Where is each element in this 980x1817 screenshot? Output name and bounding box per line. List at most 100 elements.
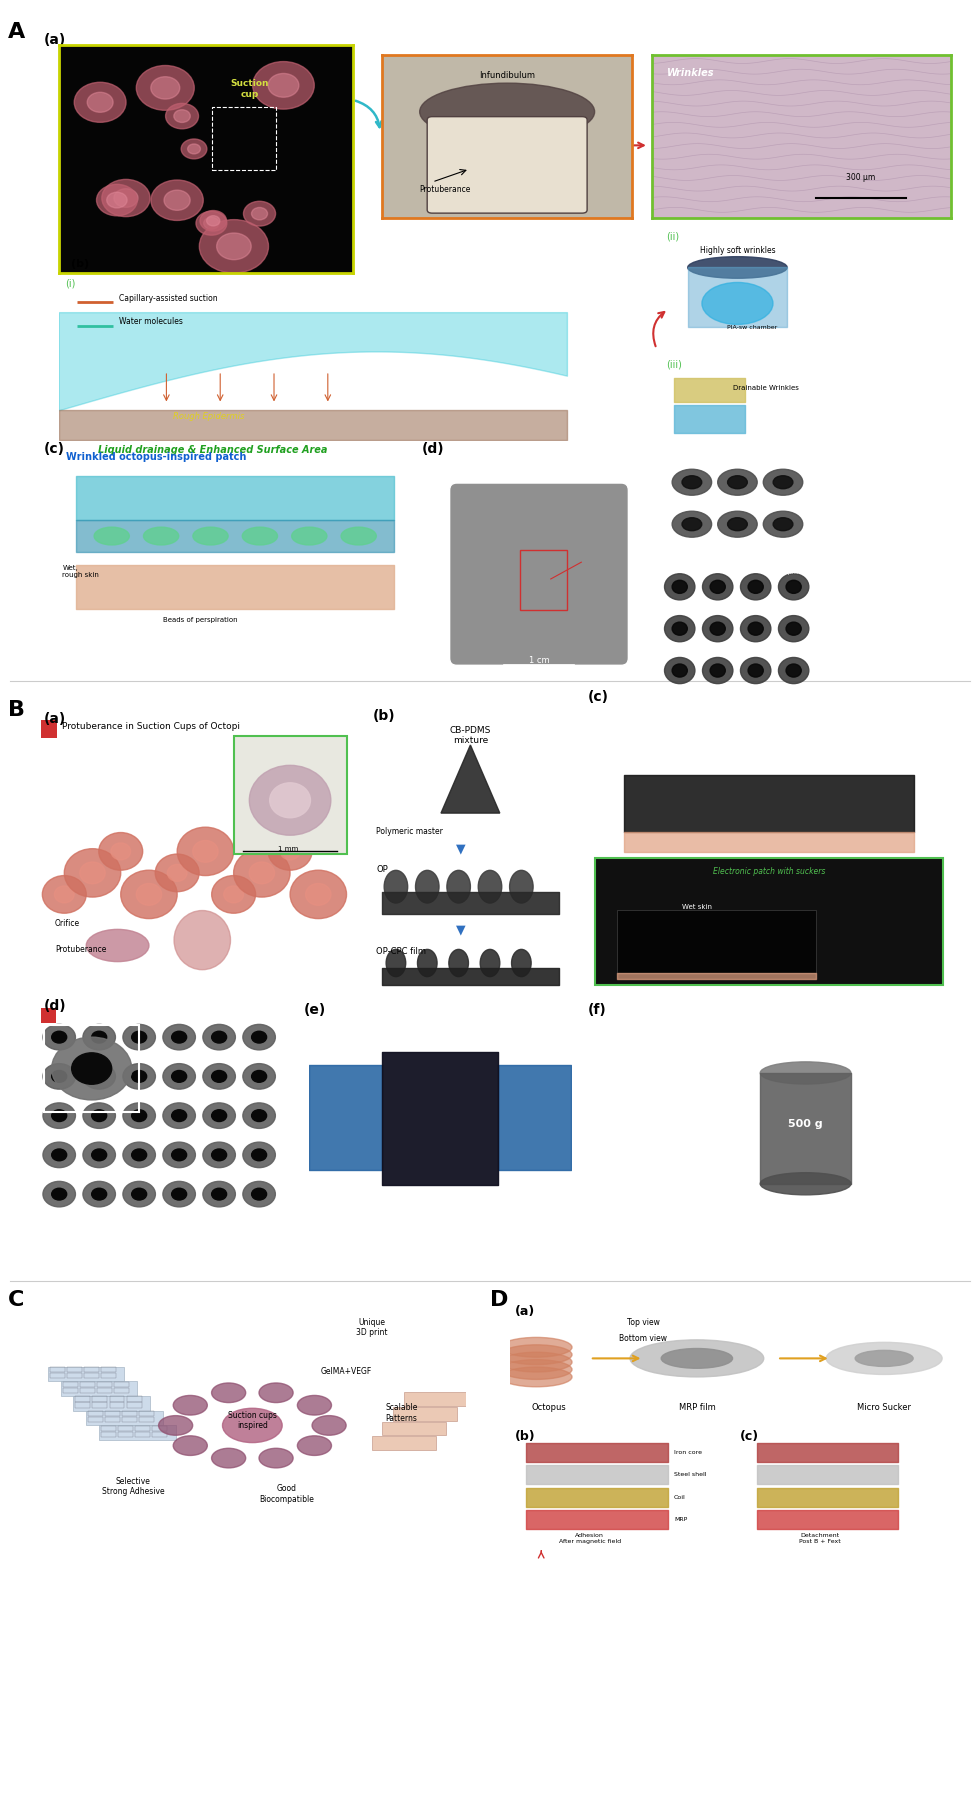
Circle shape [52,1032,67,1043]
Text: OP-CPC film: OP-CPC film [376,947,426,956]
Text: Electronic patch with suckers: Electronic patch with suckers [713,867,825,876]
FancyBboxPatch shape [99,1425,175,1441]
Circle shape [111,843,130,859]
Circle shape [163,1143,195,1168]
Circle shape [242,527,277,545]
Ellipse shape [760,1172,851,1196]
Text: Underwater adhesion: Underwater adhesion [788,1025,878,1034]
Text: Suction cups
inspired: Suction cups inspired [228,1410,276,1430]
Text: (a): (a) [44,712,67,727]
Circle shape [212,1148,226,1161]
Circle shape [199,220,269,273]
Circle shape [92,1110,107,1121]
Circle shape [778,658,808,683]
FancyBboxPatch shape [371,1437,436,1450]
Bar [135,1432,150,1437]
Text: 1 mm: 1 mm [278,847,299,852]
Circle shape [501,1345,572,1365]
Circle shape [52,1148,67,1161]
FancyBboxPatch shape [382,1421,446,1435]
Text: Top view: Top view [627,1317,660,1326]
Text: MRP film: MRP film [678,1403,715,1412]
Circle shape [136,65,194,111]
Text: 20 μm: 20 μm [778,571,799,574]
Circle shape [172,1032,186,1043]
Circle shape [131,1070,147,1083]
Circle shape [151,76,179,100]
Text: (a): (a) [44,33,67,47]
Text: B: B [8,700,24,720]
FancyBboxPatch shape [48,1366,124,1381]
Circle shape [151,180,203,220]
Bar [118,1426,133,1432]
Circle shape [501,1337,572,1357]
Bar [88,1412,103,1417]
Text: Adhesion
After magnetic field: Adhesion After magnetic field [559,1534,620,1544]
Circle shape [252,1032,267,1043]
Circle shape [164,191,190,211]
Text: 1 cm: 1 cm [528,656,550,665]
Text: Protuberance: Protuberance [55,945,106,954]
Circle shape [672,621,687,636]
Text: Polymeric master: Polymeric master [376,827,443,836]
Circle shape [72,1052,112,1085]
Circle shape [212,1110,226,1121]
Circle shape [243,1103,275,1128]
Circle shape [74,82,126,122]
Text: A: A [8,22,25,42]
Circle shape [270,783,311,818]
Circle shape [159,1415,193,1435]
Circle shape [83,1181,116,1206]
Text: Suction
cup: Suction cup [230,80,270,98]
Circle shape [664,574,695,600]
Circle shape [243,1025,275,1050]
Circle shape [83,1103,116,1128]
Circle shape [306,883,331,905]
Circle shape [786,621,802,636]
FancyBboxPatch shape [233,736,347,854]
Ellipse shape [702,282,773,325]
Bar [79,1381,95,1386]
Circle shape [212,1032,226,1043]
Circle shape [212,876,256,914]
Ellipse shape [174,910,230,970]
Circle shape [173,1435,208,1455]
Circle shape [92,1032,107,1043]
Circle shape [703,658,733,683]
Circle shape [292,527,327,545]
Circle shape [131,1148,147,1161]
FancyBboxPatch shape [404,1392,467,1406]
Circle shape [204,218,220,229]
Text: ▼: ▼ [456,841,466,856]
Circle shape [207,216,220,225]
Circle shape [703,574,733,600]
Bar [110,1403,124,1408]
Bar [67,1366,82,1372]
Circle shape [280,843,300,859]
Bar [63,1388,77,1394]
Circle shape [143,527,178,545]
Bar [84,1374,99,1379]
Text: (c): (c) [588,690,609,705]
Bar [92,1403,108,1408]
Circle shape [131,1188,147,1199]
Circle shape [55,887,74,903]
Text: (b): (b) [372,709,395,723]
Circle shape [99,832,143,870]
Bar [114,1388,128,1394]
Circle shape [748,663,763,678]
Bar [126,1395,141,1401]
Circle shape [172,1070,186,1083]
Circle shape [763,469,803,496]
Circle shape [682,476,702,489]
Circle shape [416,870,439,903]
Circle shape [92,1148,107,1161]
Text: (e): (e) [304,1003,326,1018]
Text: Octopus: Octopus [532,1403,566,1412]
Circle shape [136,883,162,905]
Circle shape [177,827,233,876]
Bar [101,1426,116,1432]
Text: (d): (d) [421,442,444,456]
Bar [75,1395,90,1401]
Bar [79,1388,95,1394]
